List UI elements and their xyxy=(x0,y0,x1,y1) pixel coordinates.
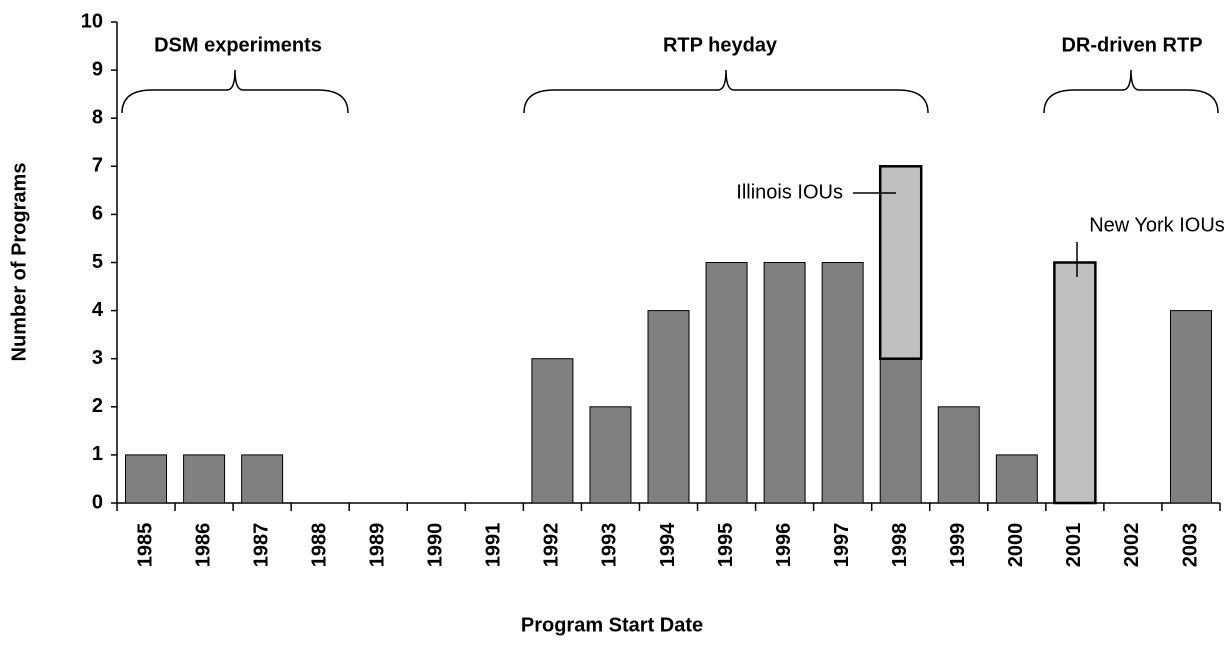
bar xyxy=(647,310,690,504)
annotation: New York IOUs xyxy=(1089,214,1225,236)
annotation: Illinois IOUs xyxy=(736,181,843,203)
x-tick-label: 1986 xyxy=(192,523,214,568)
x-tick-label: 2002 xyxy=(1121,523,1143,568)
y-tick-label: 1 xyxy=(92,443,103,465)
y-tick-label: 5 xyxy=(92,251,103,273)
x-tick-label: 1998 xyxy=(889,523,911,568)
bar xyxy=(878,165,923,360)
bracket xyxy=(523,69,929,114)
x-tick-label: 1997 xyxy=(831,523,853,568)
y-tick-label: 0 xyxy=(92,491,103,513)
x-tick-label: 1991 xyxy=(483,523,505,568)
y-tick-label: 6 xyxy=(92,203,103,225)
x-tick-label: 1988 xyxy=(308,523,330,568)
bar xyxy=(241,454,284,504)
bar xyxy=(705,262,748,504)
annotation: RTP heyday xyxy=(663,34,778,56)
x-axis-title: Program Start Date xyxy=(521,614,703,636)
bar xyxy=(1169,310,1212,504)
x-tick-label: 1994 xyxy=(657,522,679,567)
bar xyxy=(589,406,632,504)
x-tick-label: 1999 xyxy=(947,523,969,568)
bar xyxy=(531,358,574,504)
bar xyxy=(937,406,980,504)
x-tick-label: 1996 xyxy=(773,523,795,568)
x-tick-label: 1992 xyxy=(541,523,563,568)
bar xyxy=(763,262,806,504)
y-tick-label: 8 xyxy=(92,106,103,128)
bar xyxy=(183,454,226,504)
x-tick-label: 1987 xyxy=(250,523,272,568)
bar xyxy=(125,454,168,504)
bar xyxy=(995,454,1038,504)
bar xyxy=(1053,261,1097,505)
y-axis-title: Number of Programs xyxy=(8,163,30,362)
y-tick-label: 3 xyxy=(92,347,103,369)
x-tick-label: 1993 xyxy=(599,523,621,568)
bar xyxy=(821,262,864,504)
x-tick-label: 1990 xyxy=(425,523,447,568)
annotation: DR-driven RTP xyxy=(1061,34,1202,56)
x-tick-label: 2001 xyxy=(1063,523,1085,568)
y-tick-label: 2 xyxy=(92,395,103,417)
y-tick-label: 4 xyxy=(92,299,104,321)
y-tick-label: 7 xyxy=(92,155,103,177)
x-tick-label: 2003 xyxy=(1179,523,1201,568)
bracket xyxy=(121,69,349,114)
bar xyxy=(879,358,922,504)
x-tick-label: 1995 xyxy=(715,523,737,568)
annotation: DSM experiments xyxy=(154,34,322,56)
y-tick-label: 9 xyxy=(92,58,103,80)
bracket xyxy=(1043,69,1219,114)
x-tick-label: 1989 xyxy=(367,523,389,568)
x-tick-label: 1985 xyxy=(134,523,156,568)
x-tick-label: 2000 xyxy=(1005,523,1027,568)
y-tick-label: 10 xyxy=(81,10,103,32)
